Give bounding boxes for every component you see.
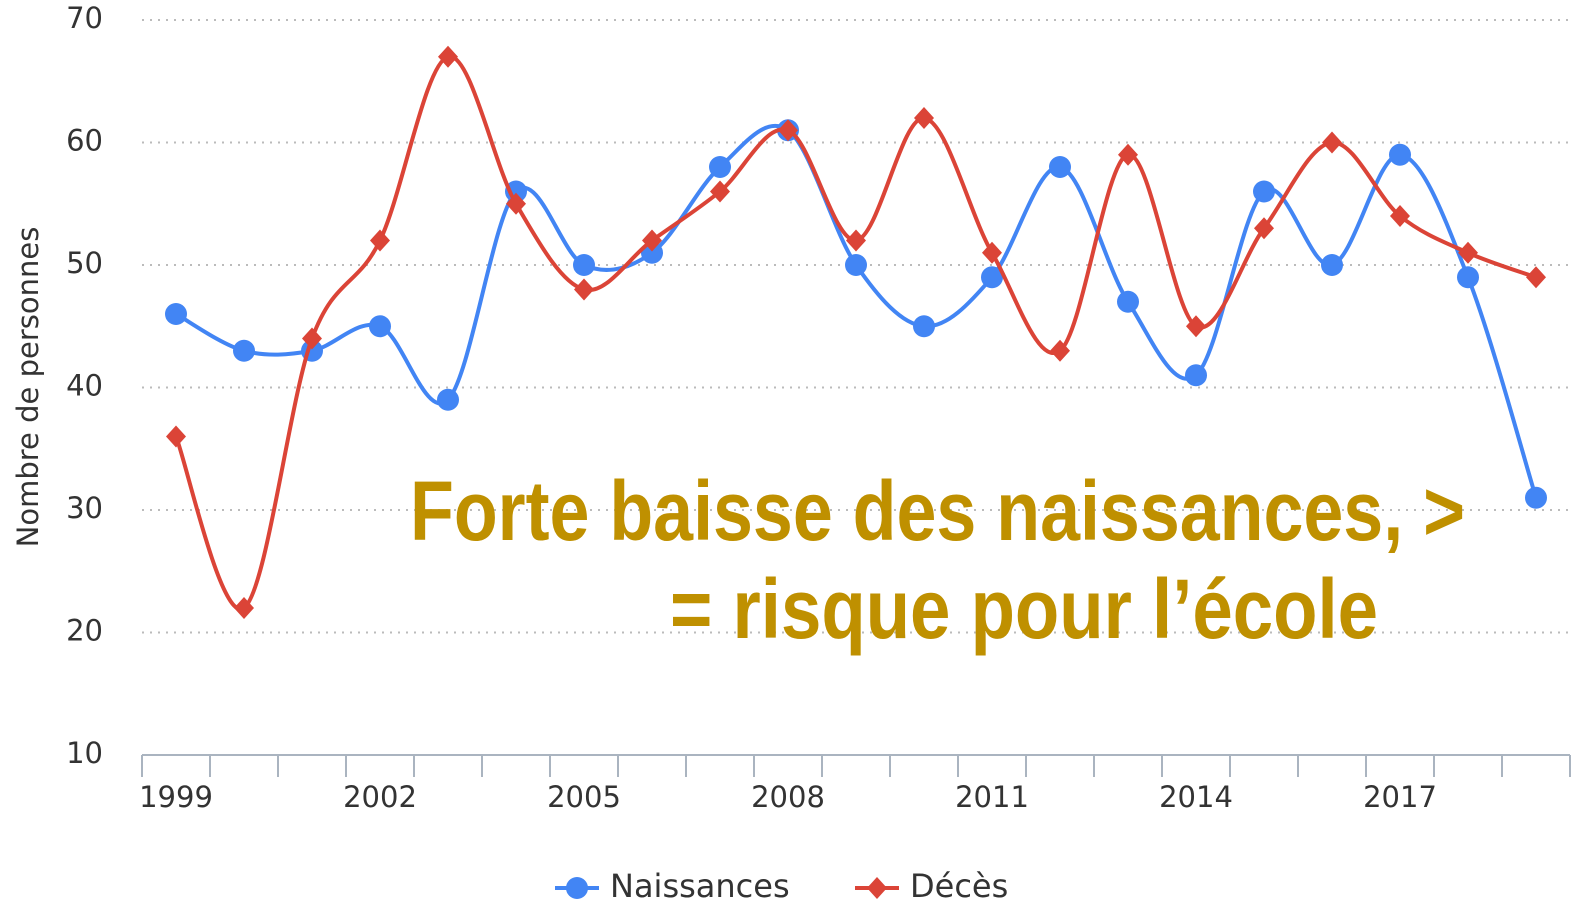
point-marker: [778, 119, 798, 142]
point-marker: [437, 388, 459, 411]
point-marker: [302, 327, 322, 350]
point-marker: [1186, 315, 1206, 338]
legend-marker: [566, 877, 588, 899]
point-marker: [1321, 254, 1343, 276]
point-marker: [506, 192, 526, 215]
y-tick-label: 70: [66, 1, 103, 35]
x-tick-label: 2002: [343, 780, 417, 814]
point-marker: [1049, 156, 1071, 178]
point-marker: [166, 425, 186, 448]
point-marker: [982, 241, 1002, 264]
point-marker: [1185, 364, 1207, 387]
point-marker: [913, 315, 935, 338]
point-marker: [573, 254, 595, 276]
point-marker: [574, 278, 594, 301]
point-marker: [233, 339, 255, 362]
point-marker: [369, 315, 391, 338]
x-tick-label: 2005: [547, 780, 621, 814]
point-marker: [981, 266, 1003, 289]
point-marker: [1117, 290, 1139, 313]
point-marker: [234, 597, 254, 619]
y-axis-title: Nombre de personnes: [11, 227, 45, 548]
point-marker: [1254, 217, 1274, 240]
x-tick-label: 1999: [139, 780, 213, 814]
point-marker: [1118, 143, 1138, 166]
point-marker: [642, 229, 662, 252]
legend-item: Naissances: [555, 867, 790, 905]
point-marker: [709, 156, 731, 178]
x-tick-label: 2014: [1159, 780, 1233, 814]
point-marker: [1253, 180, 1275, 203]
point-marker: [370, 229, 390, 252]
point-marker: [710, 180, 730, 203]
point-marker: [1457, 266, 1479, 289]
y-tick-label: 30: [66, 491, 103, 525]
x-tick-label: 2017: [1363, 780, 1437, 814]
y-tick-label: 10: [66, 736, 103, 770]
point-marker: [1050, 339, 1070, 362]
annotation: = risque pour l’école: [670, 562, 1378, 656]
legend-marker: [867, 877, 887, 899]
y-tick-label: 50: [66, 246, 103, 280]
legend-item: Décès: [855, 867, 1008, 905]
point-marker: [1389, 143, 1411, 166]
y-tick-label: 60: [66, 124, 103, 158]
point-marker: [1322, 131, 1342, 154]
y-tick-label: 20: [66, 614, 103, 648]
point-marker: [438, 45, 458, 68]
point-marker: [1458, 241, 1478, 264]
point-marker: [914, 107, 934, 129]
point-marker: [845, 254, 867, 276]
legend-label: Naissances: [610, 867, 790, 905]
point-marker: [1390, 205, 1410, 227]
legend-label: Décès: [910, 867, 1008, 905]
point-marker: [846, 229, 866, 252]
point-marker: [1526, 266, 1546, 289]
x-tick-label: 2008: [751, 780, 825, 814]
annotation: Forte baisse des naissances, >: [410, 464, 1465, 558]
x-tick-label: 2011: [955, 780, 1029, 814]
series-line: [175, 123, 1538, 499]
point-marker: [1525, 486, 1547, 509]
point-marker: [165, 303, 187, 325]
y-tick-label: 40: [66, 369, 103, 403]
